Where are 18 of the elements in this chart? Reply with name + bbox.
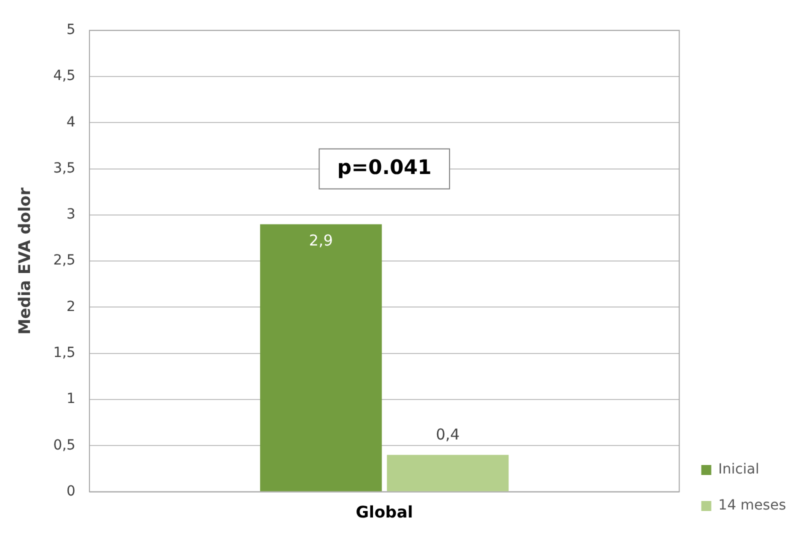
y-tick-label: 5 <box>66 22 76 38</box>
y-tick-label: 2,5 <box>53 252 76 269</box>
y-axis-title: Media EVA dolor <box>14 187 34 335</box>
legend-label: Inicial <box>718 462 760 478</box>
data-label: 2,9 <box>309 232 333 250</box>
legend-label: 14 meses <box>718 498 786 514</box>
y-tick-label: 1 <box>66 391 76 408</box>
y-tick-label: 3,5 <box>53 160 76 176</box>
y-tick-label: 4,5 <box>53 68 76 84</box>
x-tick-label: Global <box>356 502 414 522</box>
y-tick-label: 2 <box>66 298 76 315</box>
annotation: p=0.041 <box>337 155 432 180</box>
y-tick-label: 3 <box>66 206 76 223</box>
y-tick-label: 1,5 <box>53 345 76 362</box>
y-tick-label: 0 <box>66 483 76 500</box>
y-tick-label: 0,5 <box>53 437 76 454</box>
y-tick-label: 4 <box>66 114 76 130</box>
data-label: 0,4 <box>436 425 460 444</box>
